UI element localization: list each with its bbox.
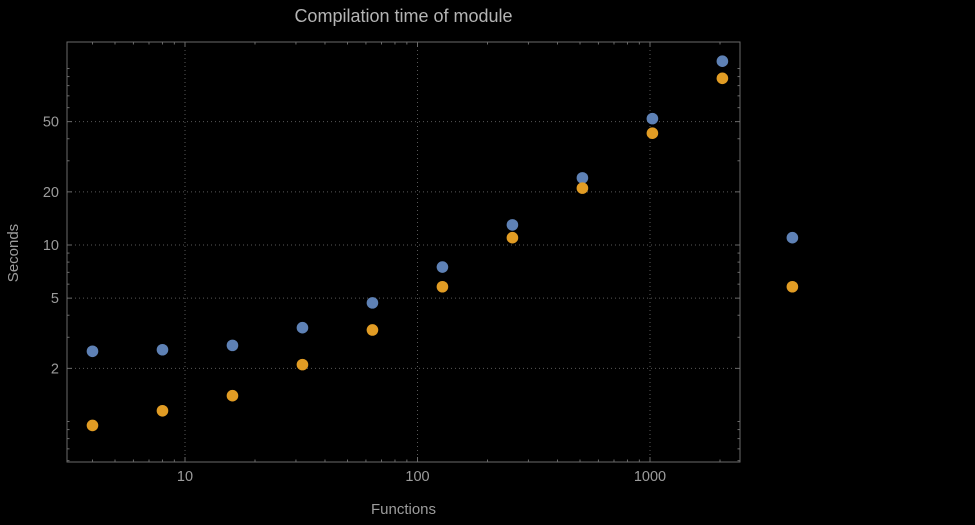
x-tick-label: 1000 [634,469,666,485]
data-point-orange [786,280,799,293]
data-point-blue [86,345,99,358]
data-point-orange [366,324,379,336]
data-point-blue [716,55,729,67]
data-point-orange [646,127,659,139]
data-point-orange [156,404,169,417]
data-point-blue [366,297,379,309]
data-point-blue [296,321,309,334]
chart-title: Compilation time of module [294,6,513,26]
plot-frame [66,41,741,463]
x-axis-label: Functions [370,501,437,518]
data-point-orange [576,182,589,194]
data-point-blue [506,219,519,231]
x-tick-label: 10 [177,469,193,485]
y-tick-label: 2 [51,361,59,377]
data-point-orange [436,280,449,293]
y-tick-label: 5 [51,291,59,307]
data-point-orange [506,231,519,244]
data-point-orange [86,419,99,432]
data-point-blue [436,261,449,273]
data-point-orange [716,72,729,85]
y-tick-label: 50 [43,115,59,131]
y-tick-label: 20 [43,185,59,201]
data-point-blue [156,343,169,356]
data-point-blue [786,231,799,244]
data-point-blue [646,112,659,125]
y-tick-label: 10 [43,238,59,254]
data-point-blue [576,172,589,184]
data-point-blue [226,339,239,352]
x-tick-label: 100 [405,469,429,485]
y-axis-label: Seconds [5,223,22,283]
data-point-orange [296,358,309,371]
data-point-orange [226,389,239,402]
